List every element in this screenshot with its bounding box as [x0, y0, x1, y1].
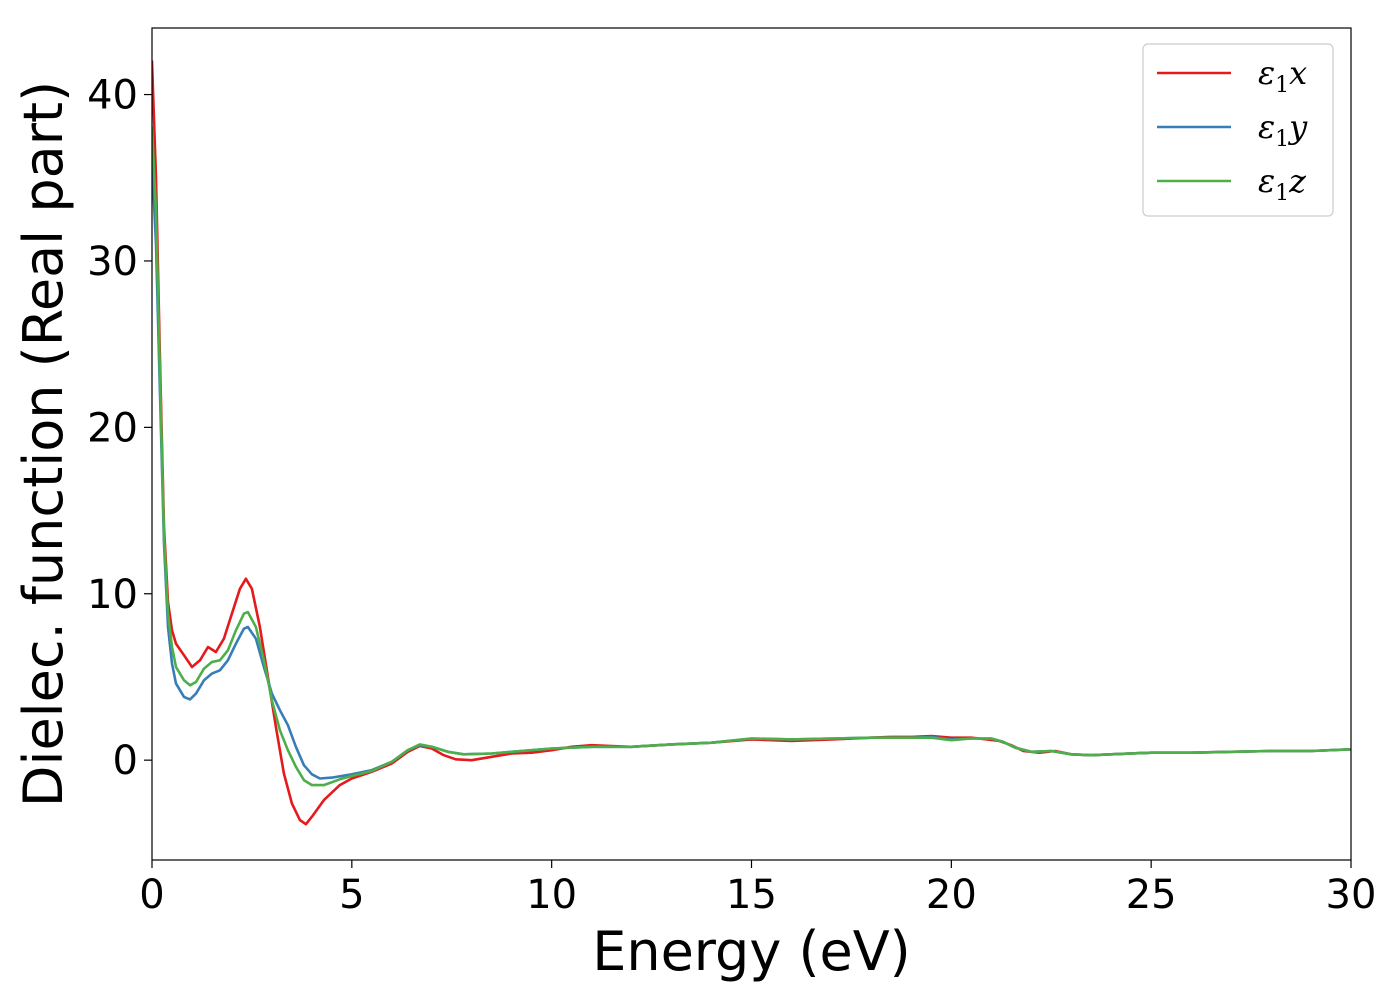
x-tick-label: 20	[926, 872, 977, 918]
legend: ε1x ε1y ε1z	[1142, 43, 1334, 217]
y-tick-label: 40	[87, 73, 138, 119]
x-tick-label: 10	[526, 872, 577, 918]
legend-label-z: ε1z	[1258, 162, 1307, 206]
legend-label-x: ε1x	[1258, 54, 1307, 98]
legend-box	[1142, 43, 1334, 217]
series-layer	[152, 60, 1351, 826]
series-line-z	[152, 126, 1351, 787]
y-axis-ticks: 0 10 20 30 40	[87, 73, 152, 784]
y-tick-label: 20	[87, 405, 138, 451]
x-tick-label: 30	[1326, 872, 1377, 918]
x-axis-title: Energy (eV)	[592, 920, 911, 983]
x-tick-label: 25	[1126, 872, 1177, 918]
series-line-y	[152, 159, 1351, 780]
x-tick-label: 15	[726, 872, 777, 918]
y-tick-label: 30	[87, 239, 138, 285]
y-tick-label: 0	[113, 738, 138, 784]
legend-label-y: ε1y	[1258, 108, 1308, 152]
x-tick-label: 0	[139, 872, 164, 918]
y-axis-title: Dielec. function (Real part)	[12, 81, 75, 807]
y-tick-label: 10	[87, 572, 138, 618]
x-axis-ticks: 0 5 10 15 20 25 30	[139, 860, 1376, 918]
x-tick-label: 5	[339, 872, 364, 918]
